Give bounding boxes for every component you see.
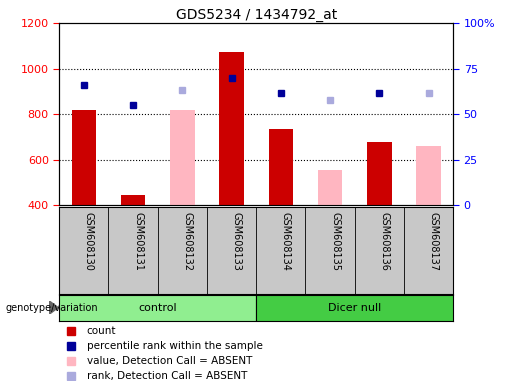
Text: GSM608131: GSM608131: [133, 212, 143, 271]
Bar: [219, 51, 244, 205]
Text: control: control: [139, 303, 177, 313]
Bar: [170, 110, 195, 205]
Text: GSM608135: GSM608135: [330, 212, 340, 271]
Bar: [416, 146, 441, 205]
Text: GSM608130: GSM608130: [84, 212, 94, 271]
Bar: [121, 195, 145, 205]
Title: GDS5234 / 1434792_at: GDS5234 / 1434792_at: [176, 8, 337, 22]
Bar: [268, 129, 293, 205]
Bar: [256, 295, 453, 321]
Text: percentile rank within the sample: percentile rank within the sample: [87, 341, 263, 351]
Text: GSM608132: GSM608132: [182, 212, 192, 271]
Bar: [72, 110, 96, 205]
Text: GSM608137: GSM608137: [428, 212, 439, 271]
Text: rank, Detection Call = ABSENT: rank, Detection Call = ABSENT: [87, 371, 247, 381]
Text: genotype/variation: genotype/variation: [5, 303, 98, 313]
Text: GSM608133: GSM608133: [232, 212, 242, 271]
Text: GSM608136: GSM608136: [380, 212, 389, 271]
Bar: [318, 170, 342, 205]
Bar: [59, 295, 256, 321]
Text: count: count: [87, 326, 116, 336]
Text: GSM608134: GSM608134: [281, 212, 291, 271]
Bar: [367, 142, 391, 205]
Text: value, Detection Call = ABSENT: value, Detection Call = ABSENT: [87, 356, 252, 366]
Polygon shape: [49, 301, 58, 314]
Text: Dicer null: Dicer null: [328, 303, 381, 313]
